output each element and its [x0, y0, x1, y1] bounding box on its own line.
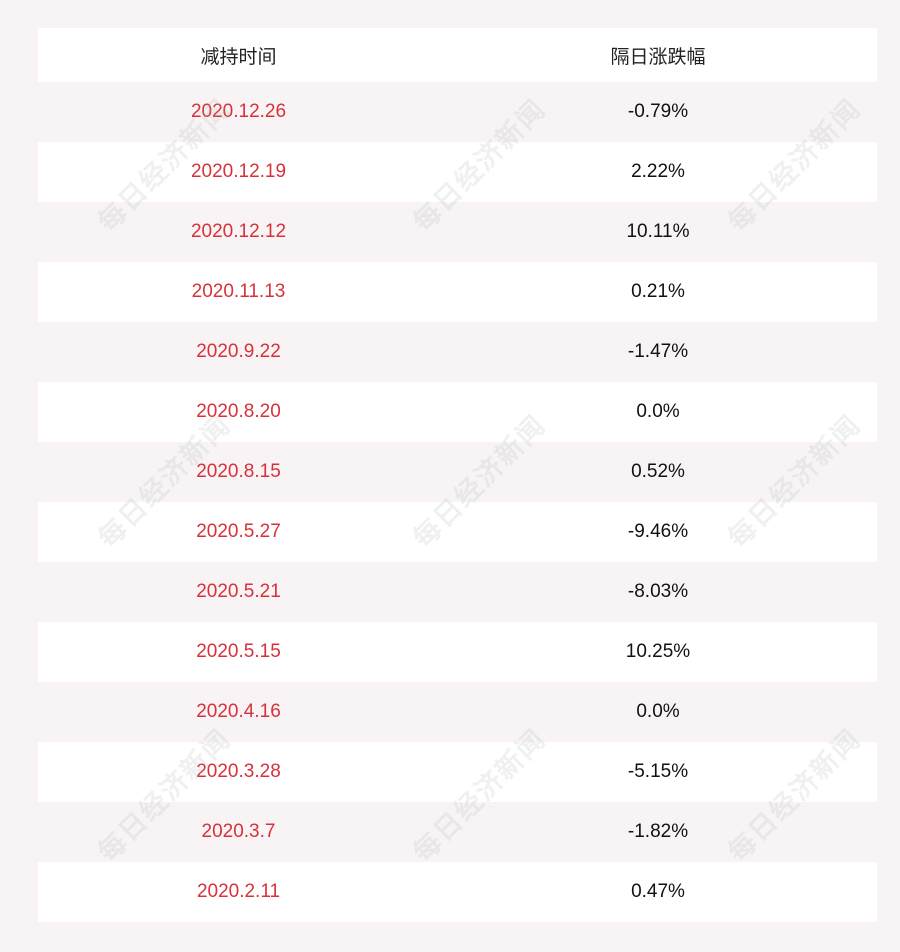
cell-change: -5.15% — [627, 761, 689, 782]
cell-change: 0.21% — [631, 281, 685, 302]
cell-change: -0.79% — [627, 101, 689, 122]
cell-date: 2020.12.19 — [190, 161, 287, 182]
cell-date: 2020.2.11 — [196, 881, 281, 902]
table-row: 2020.4.16 0.0% — [38, 682, 877, 742]
table-row: 2020.3.28 -5.15% — [38, 742, 877, 802]
cell-date: 2020.8.15 — [196, 461, 281, 482]
cell-change: 0.47% — [631, 881, 685, 902]
header-date: 减持时间 — [200, 45, 277, 68]
cell-date: 2020.5.21 — [196, 581, 281, 602]
cell-date: 2020.5.15 — [196, 641, 281, 662]
cell-change: 0.0% — [636, 701, 680, 722]
cell-change: 0.0% — [636, 401, 680, 422]
cell-change: 10.25% — [625, 641, 691, 662]
cell-change: -1.47% — [627, 341, 689, 362]
cell-change: -9.46% — [627, 521, 689, 542]
table-row: 2020.2.11 0.47% — [38, 862, 877, 922]
table-row: 2020.5.15 10.25% — [38, 622, 877, 682]
cell-date: 2020.12.26 — [190, 101, 287, 122]
table-row: 2020.12.19 2.22% — [38, 142, 877, 202]
cell-change: 0.52% — [631, 461, 685, 482]
table-row: 2020.5.21 -8.03% — [38, 562, 877, 622]
table-body: 2020.12.26 -0.79% 2020.12.19 2.22% 2020.12.1… — [38, 82, 877, 922]
cell-change: -1.82% — [627, 821, 689, 842]
cell-date: 2020.3.7 — [201, 821, 276, 842]
cell-date: 2020.3.28 — [196, 761, 281, 782]
cell-date: 2020.9.22 — [196, 341, 281, 362]
table-header-row: 减持时间 隔日涨跌幅 — [38, 28, 877, 82]
table-row: 2020.9.22 -1.47% — [38, 322, 877, 382]
table-row: 2020.5.27 -9.46% — [38, 502, 877, 562]
cell-date: 2020.8.20 — [196, 401, 281, 422]
cell-change: -8.03% — [627, 581, 689, 602]
table-row: 2020.12.12 10.11% — [38, 202, 877, 262]
cell-change: 10.11% — [626, 221, 690, 242]
header-change: 隔日涨跌幅 — [610, 45, 706, 68]
cell-date: 2020.4.16 — [196, 701, 281, 722]
cell-change: 2.22% — [631, 161, 685, 182]
table-row: 2020.8.20 0.0% — [38, 382, 877, 442]
cell-date: 2020.11.13 — [191, 281, 286, 302]
table-row: 2020.12.26 -0.79% — [38, 82, 877, 142]
table-row: 2020.8.15 0.52% — [38, 442, 877, 502]
cell-date: 2020.5.27 — [196, 521, 281, 542]
cell-date: 2020.12.12 — [190, 221, 287, 242]
table-row: 2020.3.7 -1.82% — [38, 802, 877, 862]
reduction-table: 减持时间 隔日涨跌幅 2020.12.26 -0.79% 2020.12.19 2.2… — [38, 28, 877, 922]
table-row: 2020.11.13 0.21% — [38, 262, 877, 322]
